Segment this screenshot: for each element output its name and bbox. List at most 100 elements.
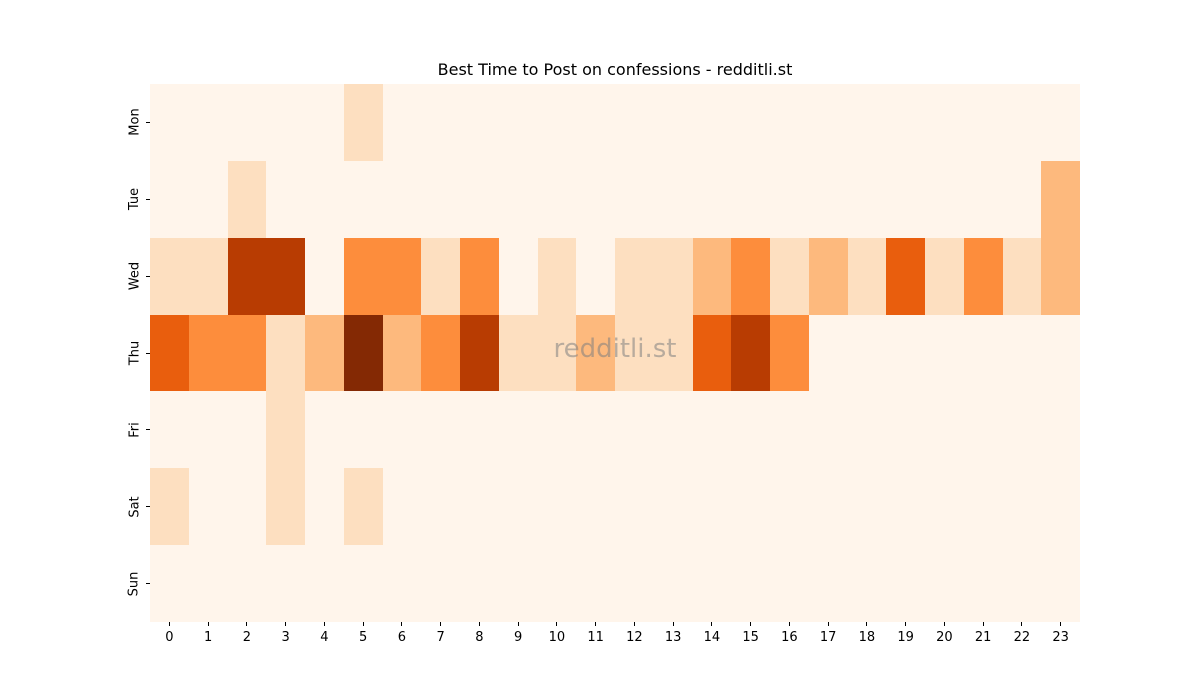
heatmap-cell — [1041, 545, 1080, 622]
y-tick-mark — [146, 352, 150, 354]
heatmap-cell — [227, 468, 267, 546]
heatmap-cell — [615, 160, 654, 238]
heatmap-cell — [343, 237, 383, 315]
heatmap-cell — [808, 545, 848, 622]
heatmap-cell — [1041, 314, 1080, 392]
heatmap-cell — [1002, 545, 1042, 622]
x-tick-label: 7 — [436, 630, 445, 645]
x-tick-label: 0 — [165, 630, 174, 645]
heatmap-cell — [731, 160, 770, 238]
heatmap-cell — [266, 160, 305, 238]
heatmap-cell — [460, 237, 499, 315]
heatmap-cell — [460, 468, 499, 546]
heatmap-cell — [266, 237, 305, 315]
heatmap-cell — [1002, 314, 1042, 392]
x-tick-mark — [711, 622, 713, 626]
heatmap-cell — [343, 84, 383, 161]
heatmap-cell — [770, 160, 809, 238]
heatmap-cell — [692, 468, 732, 546]
x-tick-label: 6 — [397, 630, 407, 645]
heatmap-cell — [382, 391, 422, 469]
x-tick-label: 20 — [936, 630, 953, 645]
heatmap-cell — [305, 84, 344, 161]
heatmap-cell — [498, 314, 538, 392]
heatmap-cell — [963, 314, 1003, 392]
heatmap-cell — [925, 84, 964, 161]
heatmap-cell — [847, 391, 887, 469]
heatmap-cell — [382, 468, 422, 546]
heatmap-cell — [653, 545, 693, 622]
heatmap-cell — [382, 237, 422, 315]
x-tick-mark — [517, 622, 519, 626]
x-tick-mark — [285, 622, 287, 626]
heatmap-cell — [770, 84, 809, 161]
y-tick-label: Sun — [127, 571, 142, 596]
heatmap-cell — [576, 545, 615, 622]
y-tick-mark — [146, 198, 150, 200]
heatmap-cell — [808, 237, 848, 315]
heatmap-cell — [382, 160, 422, 238]
heatmap-cell — [731, 391, 770, 469]
x-tick-mark — [362, 622, 364, 626]
x-tick-label: 15 — [742, 630, 759, 645]
heatmap-cell — [1002, 468, 1042, 546]
heatmap-cell — [150, 314, 189, 392]
heatmap-cell — [615, 84, 654, 161]
y-axis: Mon Tue Wed Thu Fri Sat Sun — [100, 84, 150, 622]
x-tick-mark — [207, 622, 209, 626]
heatmap-cell — [615, 314, 654, 392]
heatmap-cell — [305, 545, 344, 622]
heatmap-cell — [963, 545, 1003, 622]
x-tick-mark — [788, 622, 790, 626]
heatmap-cell — [847, 160, 887, 238]
x-tick-mark — [1060, 622, 1062, 626]
heatmap-cell — [343, 314, 383, 392]
heatmap-cell — [653, 391, 693, 469]
heatmap-cell — [847, 545, 887, 622]
x-tick-label: 23 — [1052, 630, 1069, 645]
heatmap-cell — [886, 160, 925, 238]
heatmap-cell — [188, 314, 228, 392]
heatmap-cell — [692, 160, 732, 238]
x-tick-mark — [323, 622, 325, 626]
x-tick-label: 12 — [626, 630, 643, 645]
heatmap-cell — [770, 545, 809, 622]
heatmap-cell — [886, 314, 925, 392]
heatmap-cell — [963, 160, 1003, 238]
heatmap-cell — [576, 160, 615, 238]
x-tick-label: 9 — [513, 630, 523, 645]
heatmap-cell — [498, 391, 538, 469]
heatmap-cell — [537, 468, 577, 546]
x-tick-label: 11 — [587, 630, 604, 645]
heatmap-cell — [576, 237, 615, 315]
heatmap-cell — [731, 468, 770, 546]
y-tick-mark — [146, 121, 150, 123]
heatmap-cell — [692, 545, 732, 622]
heatmap-cell — [615, 545, 654, 622]
x-tick-mark — [672, 622, 674, 626]
heatmap-cell — [925, 468, 964, 546]
x-tick-mark — [440, 622, 442, 626]
heatmap-cell — [188, 160, 228, 238]
heatmap-cell — [421, 160, 460, 238]
heatmap-cell — [498, 84, 538, 161]
heatmap-cell — [382, 314, 422, 392]
y-tick-label: Sat — [127, 496, 142, 518]
x-tick-label: 14 — [703, 630, 721, 645]
heatmap-cell — [150, 468, 189, 546]
x-tick-label: 2 — [242, 630, 252, 645]
heatmap-cell — [847, 468, 887, 546]
x-tick-mark — [401, 622, 403, 626]
x-tick-mark — [982, 622, 984, 626]
heatmap-cell — [770, 391, 809, 469]
heatmap-cell — [963, 84, 1003, 161]
heatmap-cell — [692, 84, 732, 161]
heatmap-cell — [266, 314, 305, 392]
heatmap-cell — [963, 237, 1003, 315]
heatmap-cell — [498, 545, 538, 622]
heatmap-cell — [498, 160, 538, 238]
heatmap-cell — [188, 468, 228, 546]
heatmap-cell — [227, 160, 267, 238]
heatmap-cell — [227, 84, 267, 161]
heatmap-cell — [770, 468, 809, 546]
